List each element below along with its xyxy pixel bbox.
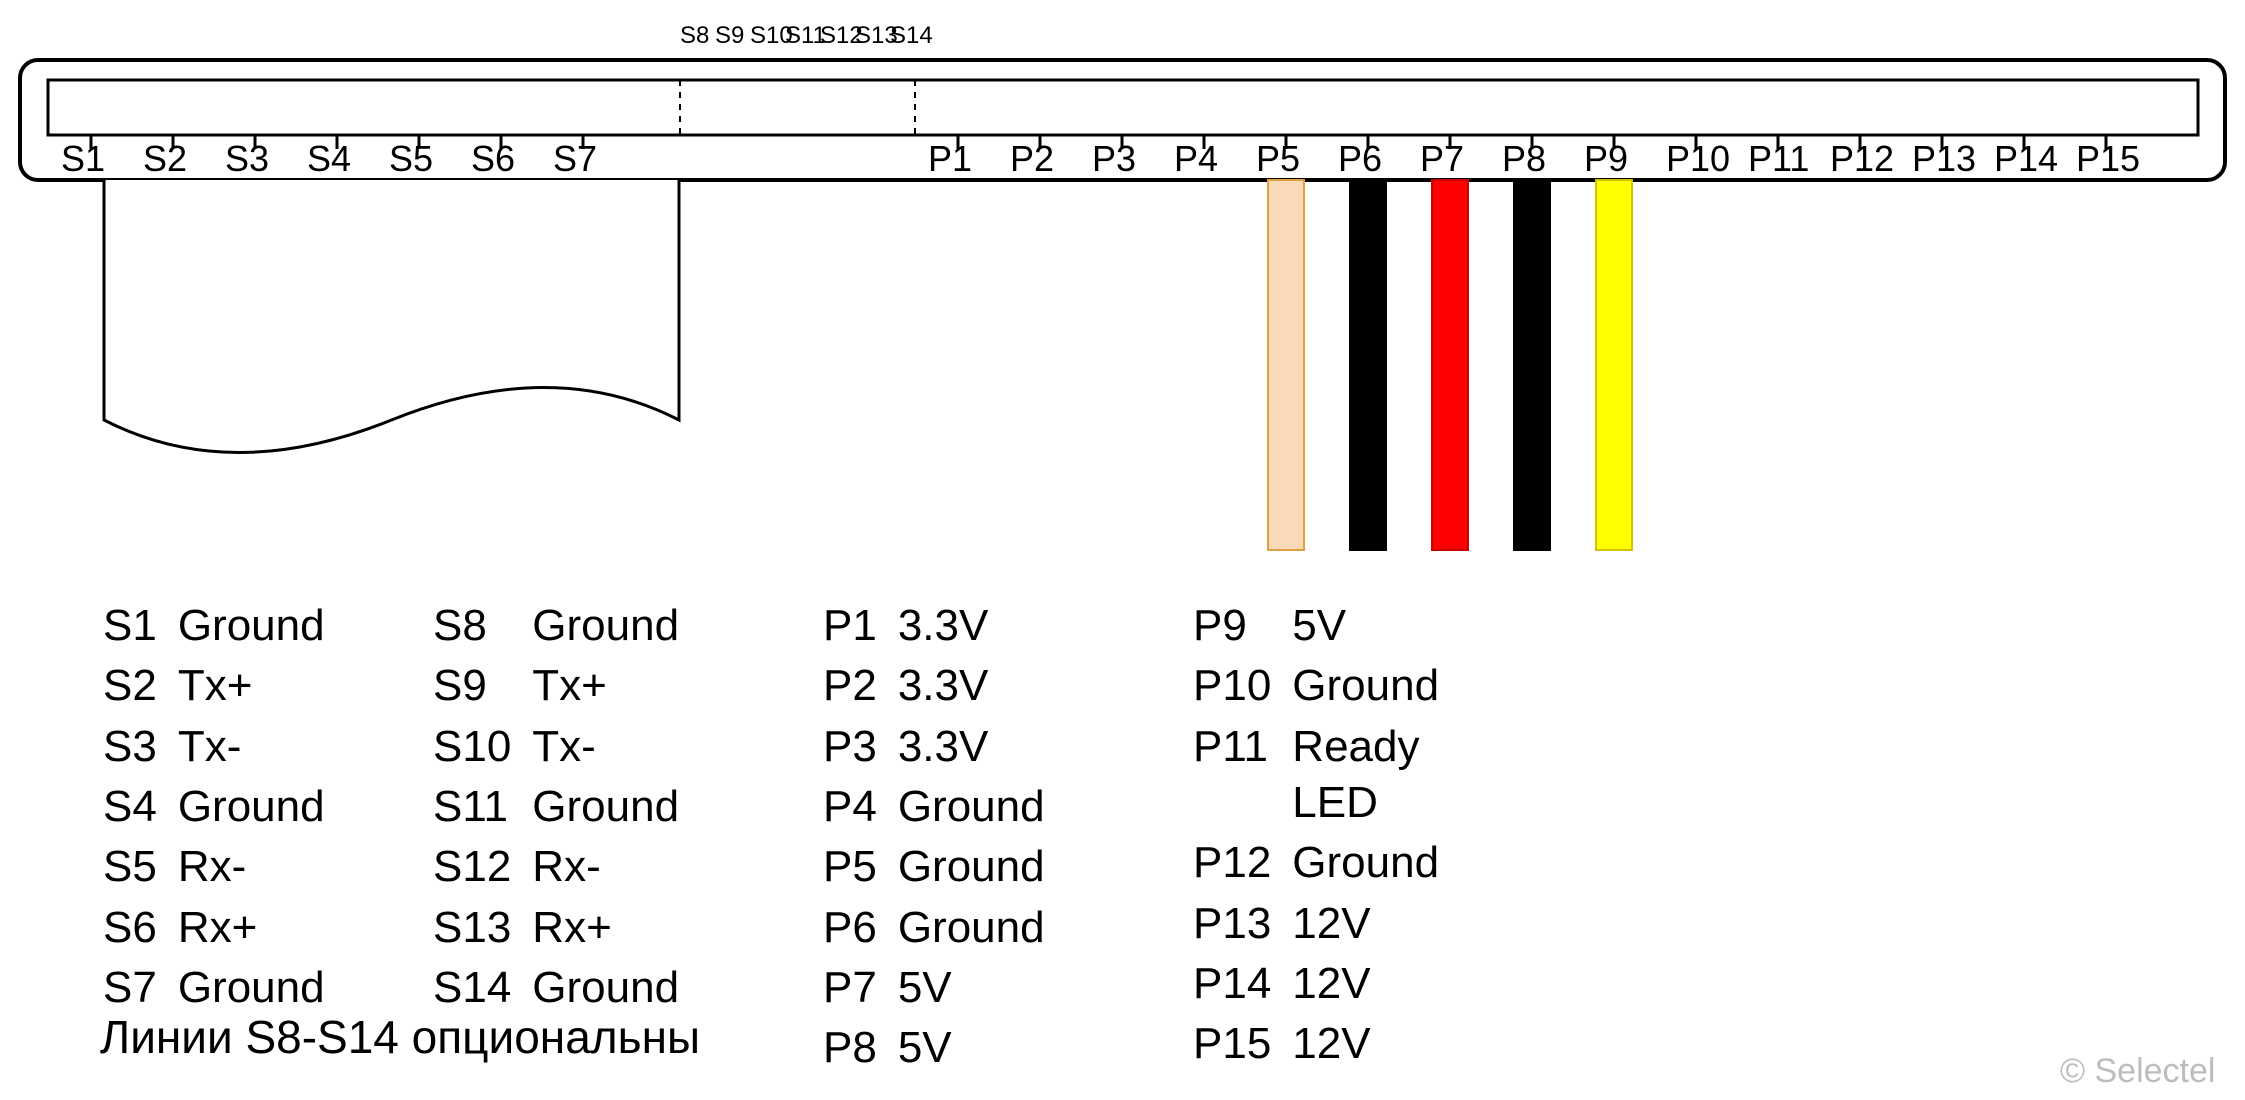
legend-pin: S5 [102, 838, 175, 896]
pin-label: S1 [61, 138, 105, 180]
legend-pin: P12 [1192, 834, 1289, 892]
legend-pin: S12 [432, 838, 529, 896]
optional-pin-label: S8 [680, 22, 709, 50]
legend-pin: P7 [822, 959, 895, 1017]
pin-label: S6 [471, 138, 515, 180]
pin-label: P12 [1830, 138, 1894, 180]
legend-desc: Ground [531, 597, 691, 655]
legend-desc: Tx- [531, 718, 691, 776]
legend-desc: Ground [177, 959, 337, 1017]
optional-pin-label: S14 [890, 22, 933, 50]
legend-desc: 5V [897, 1019, 1057, 1077]
pin-label: P14 [1994, 138, 2058, 180]
pin-label: P7 [1420, 138, 1464, 180]
pin-label: P2 [1010, 138, 1054, 180]
legend-pin: P3 [822, 718, 895, 776]
legend-desc: 3.3V [897, 597, 1057, 655]
legend-pin: S8 [432, 597, 529, 655]
legend-pin: P15 [1192, 1015, 1289, 1073]
pin-label: P8 [1502, 138, 1546, 180]
pin-label: P6 [1338, 138, 1382, 180]
legend-pin: P5 [822, 838, 895, 896]
legend-desc: Ground [1291, 834, 1451, 892]
legend-pin: P2 [822, 657, 895, 715]
legend-pin: S2 [102, 657, 175, 715]
legend-pin: S1 [102, 597, 175, 655]
pin-label: P5 [1256, 138, 1300, 180]
legend-pin: S9 [432, 657, 529, 715]
legend-desc: Rx+ [531, 899, 691, 957]
legend-pin: P4 [822, 778, 895, 836]
legend-desc: 3.3V [897, 718, 1057, 776]
pin-label: S2 [143, 138, 187, 180]
watermark: © Selectel [2060, 1052, 2215, 1091]
pin-label: P11 [1748, 138, 1809, 180]
legend-desc: Ground [177, 778, 337, 836]
optional-pin-label: S9 [715, 22, 744, 50]
pin-label: S4 [307, 138, 351, 180]
legend-pin: P13 [1192, 895, 1289, 953]
legend-desc: Tx+ [531, 657, 691, 715]
legend-pin: S13 [432, 899, 529, 957]
legend-pin: S11 [432, 778, 529, 836]
pin-label: S3 [225, 138, 269, 180]
legend-pin: P10 [1192, 657, 1289, 715]
legend-column: S1GroundS2Tx+S3Tx-S4GroundS5Rx-S6Rx+S7Gr… [100, 595, 339, 1019]
pin-label: P4 [1174, 138, 1218, 180]
legend-pin: P11 [1192, 718, 1289, 833]
legend-desc: 5V [897, 959, 1057, 1017]
legend-pin: P14 [1192, 955, 1289, 1013]
pin-label: S7 [553, 138, 597, 180]
pin-label: P9 [1584, 138, 1628, 180]
pin-label: P13 [1912, 138, 1976, 180]
footer-note: Линии S8-S14 опциональны [100, 1010, 700, 1064]
legend-desc: Ground [531, 959, 691, 1017]
legend-desc: Ground [897, 778, 1057, 836]
legend-pin: S14 [432, 959, 529, 1017]
legend-desc: 12V [1291, 1015, 1451, 1073]
legend-pin: P1 [822, 597, 895, 655]
legend-pin: S10 [432, 718, 529, 776]
legend-desc: 5V [1291, 597, 1451, 655]
pin-label: P10 [1666, 138, 1730, 180]
legend-column: S8GroundS9Tx+S10Tx-S11GroundS12Rx-S13Rx+… [430, 595, 693, 1019]
pin-label: P15 [2076, 138, 2140, 180]
legend-desc: 3.3V [897, 657, 1057, 715]
legend-desc: Rx- [177, 838, 337, 896]
legend-column: P13.3VP23.3VP33.3VP4GroundP5GroundP6Grou… [820, 595, 1059, 1080]
legend-desc: Ground [897, 838, 1057, 896]
legend-pin: P8 [822, 1019, 895, 1077]
legend-desc: Ground [897, 899, 1057, 957]
legend-desc: Rx- [531, 838, 691, 896]
legend-pin: P6 [822, 899, 895, 957]
pin-label: S5 [389, 138, 433, 180]
legend-pin: S7 [102, 959, 175, 1017]
legend-desc: Tx+ [177, 657, 337, 715]
legend-desc: Ground [177, 597, 337, 655]
legend-desc: 12V [1291, 955, 1451, 1013]
legend-pin: S6 [102, 899, 175, 957]
legend-desc: Ready LED [1291, 718, 1451, 833]
pin-label: P1 [928, 138, 972, 180]
legend-desc: Tx- [177, 718, 337, 776]
pin-label: P3 [1092, 138, 1136, 180]
legend-column: P95VP10GroundP11Ready LEDP12GroundP1312V… [1190, 595, 1453, 1076]
legend-desc: Rx+ [177, 899, 337, 957]
legend-pin: S4 [102, 778, 175, 836]
legend-desc: 12V [1291, 895, 1451, 953]
legend-pin: P9 [1192, 597, 1289, 655]
legend-desc: Ground [1291, 657, 1451, 715]
legend-pin: S3 [102, 718, 175, 776]
legend-desc: Ground [531, 778, 691, 836]
